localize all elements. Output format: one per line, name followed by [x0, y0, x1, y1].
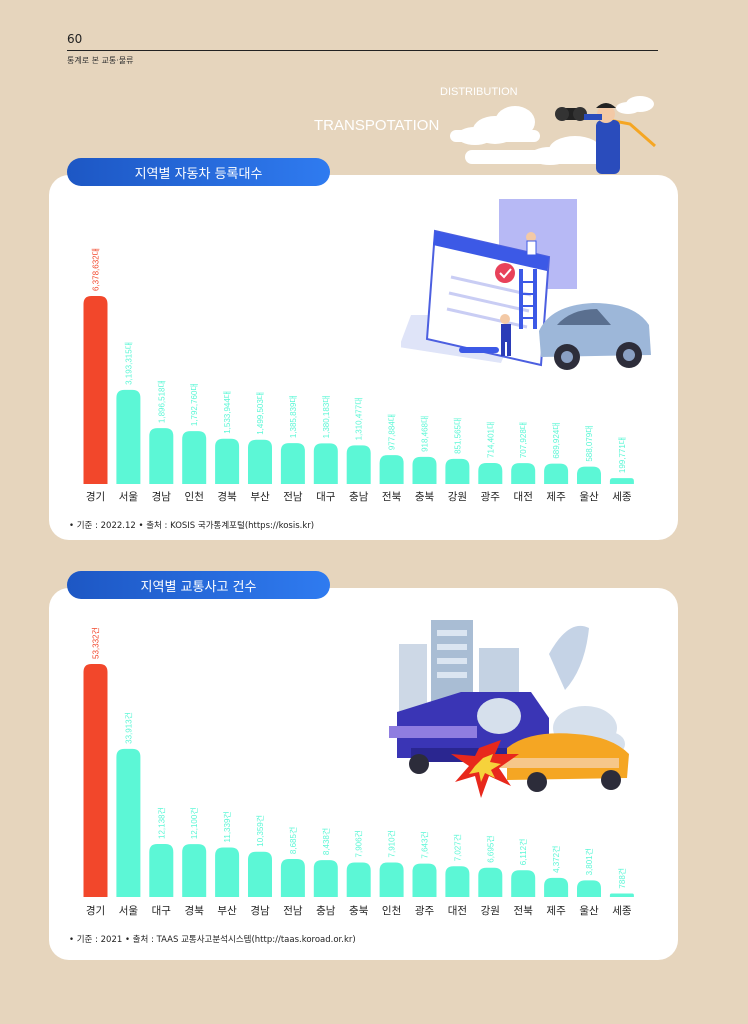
hero-illustration: DISTRIBUTION TRANSPOTATION STATISTICS: [314, 86, 656, 174]
hero-text-transportation: TRANSPOTATION: [314, 117, 439, 134]
car-registration-illustration: [401, 199, 651, 370]
vehicle-registration-card: [49, 175, 678, 540]
hero-text-distribution: DISTRIBUTION: [440, 86, 518, 98]
vehicle-registration-title: 지역별 자동차 등록대수: [67, 158, 330, 186]
traffic-accident-note: • 기준 : 2021 • 출처 : TAAS 교통사고분석시스템(http:/…: [69, 935, 356, 945]
header-rule: [67, 50, 658, 51]
vehicle-registration-note: • 기준 : 2022.12 • 출처 : KOSIS 국가통계포털(https…: [69, 521, 315, 531]
traffic-accident-title: 지역별 교통사고 건수: [67, 571, 330, 599]
car-crash-illustration: [389, 620, 629, 798]
hero-text-statistics: STATISTICS: [468, 148, 564, 167]
binoculars-man-icon: [555, 103, 656, 174]
traffic-accident-card: [49, 588, 678, 960]
page-number: 60: [67, 32, 83, 46]
page-subtitle: 통계로 본 교통·물류: [67, 56, 134, 65]
